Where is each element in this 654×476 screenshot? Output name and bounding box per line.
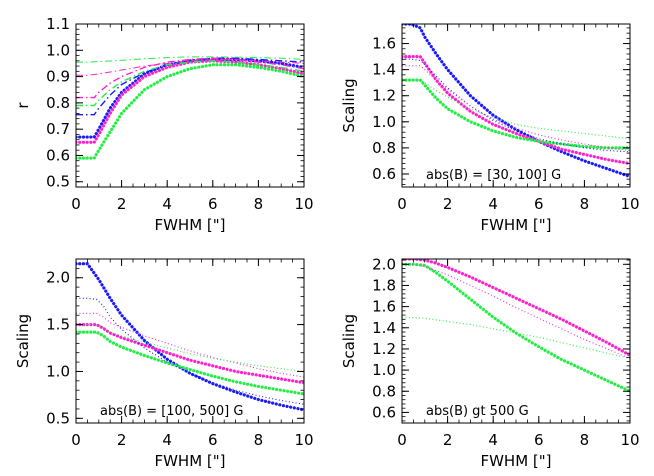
series-line-blue-thick-dotted: [76, 262, 304, 412]
series-line-magenta-thin-dotted: [402, 65, 630, 152]
y-tick-label: 0.5: [46, 173, 70, 191]
x-tick-label: 6: [208, 431, 218, 449]
series-line-magenta-thick-dotted: [76, 59, 304, 144]
series-line-magenta-thin-dotted: [76, 312, 304, 378]
series-group: [402, 24, 630, 179]
y-axis-title: Scaling: [340, 78, 358, 132]
chart-panel-4: 0 2 4 6 8 10 0.6 0.8 1.0 1.2 1.4 1.6 1.8 2.0 FWHM ["] S…: [340, 255, 640, 470]
x-tick-label: 4: [162, 195, 172, 213]
x-tick-label: 6: [534, 195, 544, 213]
series-line-magenta-thin-dash-dot: [76, 58, 304, 76]
y-axis-title: Scaling: [14, 314, 32, 368]
range-annotation: abs(B) = [30, 100] G: [426, 168, 561, 183]
series-line-magenta-thick-dotted: [76, 323, 304, 385]
y-tick-label: 1.6: [372, 298, 396, 316]
x-tick-label: 0: [71, 431, 81, 449]
x-tick-label: 0: [397, 195, 407, 213]
range-annotation: abs(B) = [100, 500] G: [100, 404, 243, 419]
y-tick-label: 0.8: [372, 382, 396, 400]
plot-frame: [401, 258, 631, 424]
y-tick-label: 0.8: [372, 139, 396, 157]
series-line-magenta-thick-dotted: [402, 55, 630, 166]
y-tick-label: 1.0: [372, 113, 396, 131]
y-tick-label: 2.0: [46, 269, 70, 287]
series-line-green-dash-dot: [76, 60, 304, 107]
x-tick-label: 8: [580, 431, 590, 449]
y-tick-label: 0.6: [372, 403, 396, 421]
series-group: [402, 259, 630, 393]
chart-panel-1: 0 2 4 6 8 10 0.5 0.6 0.7 0.8 0.9 1.0 1.1 FWHM ["] r: [14, 15, 314, 234]
series-line-blue-dash-dot: [76, 57, 304, 116]
x-tick-label: 2: [117, 195, 127, 213]
y-tick-label: 1.0: [372, 361, 396, 379]
series-line-green-thick-dotted: [402, 262, 630, 393]
x-tick-label: 6: [534, 431, 544, 449]
x-tick-label: 8: [254, 195, 264, 213]
plot-frame: [401, 23, 631, 188]
x-tick-label: 4: [162, 431, 172, 449]
series-line-green-thin-dotted: [402, 316, 630, 359]
y-tick-label: 1.0: [46, 41, 70, 59]
series-group: [76, 56, 304, 160]
series-line-blue-thin-dotted: [76, 297, 304, 405]
x-tick-label: 4: [488, 195, 498, 213]
y-tick-label: 0.5: [46, 409, 70, 427]
x-tick-label: 4: [488, 431, 498, 449]
x-axis-title: FWHM ["]: [480, 452, 551, 470]
series-line-magenta-thin-dotted: [402, 262, 630, 359]
y-tick-label: 1.8: [372, 276, 396, 294]
y-tick-label: 1.4: [372, 319, 396, 337]
plot-frame: [75, 23, 305, 188]
series-line-blue-thick-dotted: [76, 57, 304, 139]
series-line-green-thick-dotted: [402, 78, 630, 150]
x-tick-label: 2: [443, 195, 453, 213]
y-tick-label: 1.2: [372, 87, 396, 105]
x-tick-label: 10: [294, 195, 313, 213]
x-tick-label: 8: [254, 431, 264, 449]
x-tick-label: 10: [620, 195, 639, 213]
y-tick-label: 0.9: [46, 68, 70, 86]
y-tick-label: 1.4: [372, 61, 396, 79]
x-tick-label: 0: [71, 195, 81, 213]
x-tick-label: 6: [208, 195, 218, 213]
series-line-green-thick-dotted: [76, 330, 304, 396]
x-axis-title: FWHM ["]: [154, 216, 225, 234]
y-tick-label: 0.8: [46, 94, 70, 112]
y-tick-label: 2.0: [372, 255, 396, 273]
series-line-green-thin-dotted: [402, 79, 630, 140]
x-tick-label: 2: [117, 431, 127, 449]
y-tick-label: 1.6: [372, 35, 396, 53]
x-tick-label: 8: [580, 195, 590, 213]
series-line-green-thin-dotted: [76, 324, 304, 373]
series-line-green-thick-dotted: [76, 63, 304, 160]
series-group: [76, 262, 304, 412]
y-tick-label: 0.6: [46, 146, 70, 164]
y-axis-title: r: [14, 102, 32, 109]
range-annotation: abs(B) gt 500 G: [426, 404, 529, 419]
y-tick-label: 0.6: [372, 165, 396, 183]
y-tick-label: 1.2: [372, 340, 396, 358]
y-tick-label: 1.0: [46, 362, 70, 380]
y-tick-label: 0.7: [46, 120, 70, 138]
chart-panel-3: 0 2 4 6 8 10 0.5 1.0 1.5 2.0 FWHM ["] Scaling abs(B)…: [14, 258, 314, 470]
y-axis-title: Scaling: [340, 314, 358, 368]
series-line-blue-thick-dotted: [402, 24, 630, 179]
x-axis-title: FWHM ["]: [154, 452, 225, 470]
x-tick-label: 10: [294, 431, 313, 449]
series-line-green-thin-dash-dot: [76, 56, 304, 63]
y-tick-label: 1.1: [46, 15, 70, 33]
series-line-magenta-dash-dot: [76, 57, 304, 99]
x-axis-title: FWHM ["]: [480, 216, 551, 234]
x-tick-label: 0: [397, 431, 407, 449]
x-tick-label: 2: [443, 431, 453, 449]
y-tick-label: 1.5: [46, 316, 70, 334]
x-tick-label: 10: [620, 431, 639, 449]
chart-panel-2: 0 2 4 6 8 10 0.6 0.8 1.0 1.2 1.4 1.6 FWHM ["] Scaling…: [340, 23, 640, 234]
